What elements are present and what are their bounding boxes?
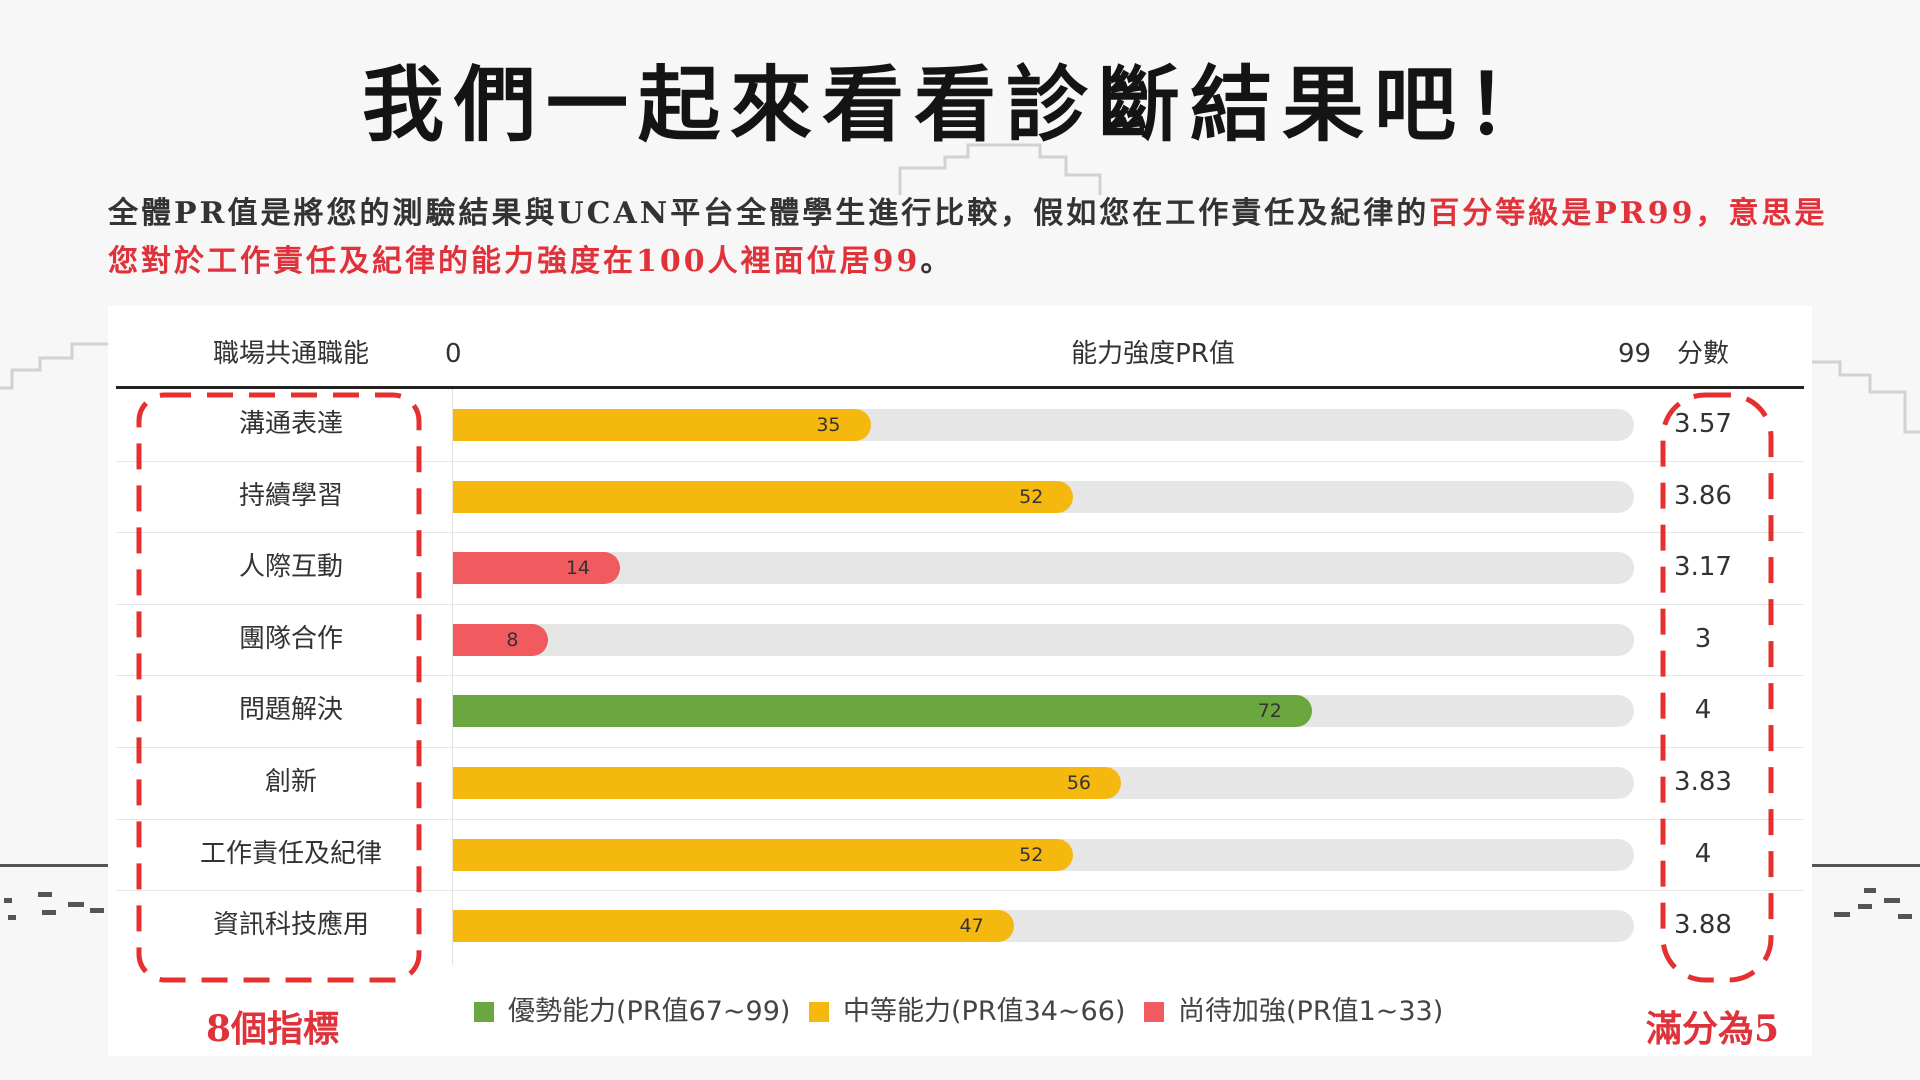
bar: 14 bbox=[453, 552, 620, 585]
row-label: 問題解決 bbox=[238, 695, 343, 726]
row-divider bbox=[116, 890, 1804, 892]
legend-item: 中等能力(PR值34~66) bbox=[809, 994, 1125, 1030]
bar-value-label: 56 bbox=[1066, 772, 1092, 794]
bar-track: 35 bbox=[453, 409, 1634, 441]
bar: 56 bbox=[453, 767, 1122, 799]
row-score: 3.17 bbox=[1674, 552, 1732, 583]
bar-track: 47 bbox=[453, 910, 1634, 943]
bar-value-label: 52 bbox=[1019, 843, 1044, 866]
bar-track: 8 bbox=[453, 623, 1634, 656]
bar: 35 bbox=[453, 409, 871, 441]
legend-label: 尚待加強(PR值1~33) bbox=[1178, 996, 1444, 1027]
table-row: 人際互動 14 3.17 bbox=[108, 532, 1812, 603]
header-axis-max: 99 bbox=[1618, 339, 1652, 369]
pixel-cloud-left bbox=[0, 342, 108, 390]
legend-swatch bbox=[474, 1002, 494, 1022]
chart-panel: 職場共通職能 0 能力強度PR值 99 分數 溝通表達 35 3.57 持續學習 52 3… bbox=[108, 306, 1812, 1056]
bar-value-label: 8 bbox=[506, 628, 519, 651]
row-divider bbox=[116, 532, 1804, 534]
bar-track: 14 bbox=[453, 552, 1634, 585]
pixel-cloud-right bbox=[1812, 360, 1920, 434]
row-label: 持續學習 bbox=[238, 480, 343, 511]
header-score: 分數 bbox=[1676, 339, 1729, 369]
table-row: 工作責任及紀律 52 4 bbox=[108, 819, 1812, 890]
bar-value-label: 52 bbox=[1019, 485, 1044, 508]
bar-value-label: 35 bbox=[816, 414, 841, 436]
row-label: 資訊科技應用 bbox=[212, 910, 369, 941]
table-row: 問題解決 72 4 bbox=[108, 675, 1812, 746]
bar-track: 56 bbox=[453, 767, 1634, 799]
bar-value-label: 14 bbox=[565, 557, 590, 580]
row-score: 3.88 bbox=[1674, 910, 1732, 941]
bar-track: 52 bbox=[453, 480, 1634, 513]
legend-swatch bbox=[809, 1002, 829, 1022]
table-row: 創新 56 3.83 bbox=[108, 747, 1812, 818]
intro-paragraph: 全體PR值是將您的測驗結果與UCAN平台全體學生進行比較，假如您在工作責任及紀律… bbox=[108, 190, 1828, 286]
table-row: 團隊合作 8 3 bbox=[108, 604, 1812, 675]
header-axis-min: 0 bbox=[445, 339, 462, 369]
page-title: 我們一起來看看診斷結果吧！ bbox=[361, 57, 1558, 153]
row-score: 4 bbox=[1694, 838, 1712, 869]
horizon-left bbox=[0, 864, 108, 920]
label-separator bbox=[452, 389, 453, 965]
header-category: 職場共通職能 bbox=[212, 339, 369, 369]
row-label: 溝通表達 bbox=[238, 409, 343, 439]
row-score: 3.86 bbox=[1674, 480, 1732, 511]
bar: 47 bbox=[453, 910, 1014, 943]
legend-item: 尚待加強(PR值1~33) bbox=[1144, 994, 1443, 1030]
bar: 72 bbox=[453, 695, 1312, 728]
table-row: 資訊科技應用 47 3.88 bbox=[108, 890, 1812, 961]
row-label: 人際互動 bbox=[238, 552, 343, 583]
table-row: 持續學習 52 3.86 bbox=[108, 461, 1812, 532]
bar: 52 bbox=[453, 838, 1074, 871]
header-axis-title: 能力強度PR值 bbox=[1071, 339, 1235, 369]
intro-end: 。 bbox=[920, 244, 954, 279]
bar: 8 bbox=[453, 623, 549, 656]
bar-value-label: 72 bbox=[1257, 700, 1282, 723]
row-score: 3 bbox=[1694, 623, 1712, 654]
horizon-right bbox=[1812, 864, 1920, 919]
intro-highlight: 百分等級是PR99，意思是您對於工作責任及紀律的能力強度在100人裡面位居99 bbox=[108, 196, 1828, 279]
bar-track: 52 bbox=[453, 838, 1634, 871]
legend-swatch bbox=[1144, 1002, 1164, 1022]
row-divider bbox=[116, 460, 1804, 462]
scores-dashed-outline bbox=[1660, 392, 1774, 983]
highlight-outlines bbox=[136, 392, 1774, 983]
row-label: 工作責任及紀律 bbox=[199, 838, 382, 869]
bar-value-label: 47 bbox=[959, 915, 984, 938]
row-score: 3.83 bbox=[1674, 767, 1732, 797]
row-divider bbox=[116, 747, 1804, 748]
row-score: 3.57 bbox=[1674, 409, 1732, 439]
bar: 52 bbox=[453, 480, 1074, 513]
full-score-note: 滿分為5 bbox=[1646, 1008, 1780, 1050]
row-label: 創新 bbox=[264, 767, 317, 797]
row-divider bbox=[116, 603, 1804, 605]
row-divider bbox=[116, 818, 1804, 820]
intro-text: 全體PR值是將您的測驗結果與UCAN平台全體學生進行比較，假如您在工作責任及紀律… bbox=[108, 196, 1430, 231]
indicator-count-note: 8個指標 bbox=[206, 1008, 340, 1050]
legend-label: 優勢能力(PR值67~99) bbox=[508, 996, 791, 1027]
row-label: 團隊合作 bbox=[238, 623, 343, 654]
header-rule bbox=[116, 386, 1804, 389]
legend-item: 優勢能力(PR值67~99) bbox=[474, 994, 790, 1030]
legend-label: 中等能力(PR值34~66) bbox=[843, 996, 1126, 1027]
bar-track: 72 bbox=[453, 695, 1634, 728]
row-divider bbox=[116, 675, 1804, 677]
labels-dashed-outline bbox=[136, 392, 422, 983]
row-score: 4 bbox=[1694, 695, 1712, 726]
table-row: 溝通表達 35 3.57 bbox=[108, 389, 1812, 460]
